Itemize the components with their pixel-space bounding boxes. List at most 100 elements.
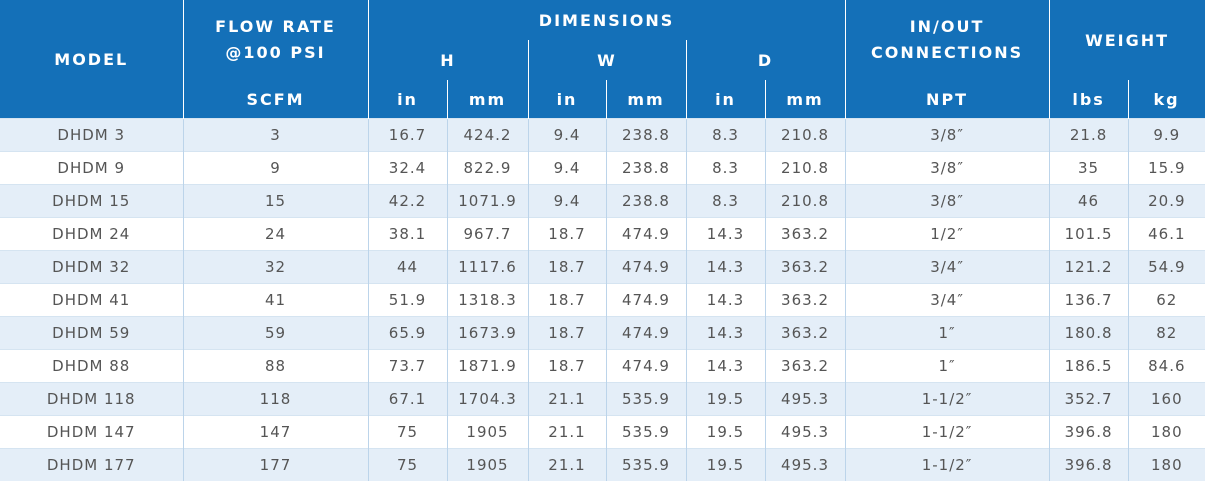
table-cell: 20.9 [1127, 184, 1205, 218]
header-cell: WEIGHT [1048, 0, 1205, 80]
table-row: DHDM 15 15 42.2 1071.9 9.4 238.8 8.3 210.8 3/8″ 4… [0, 184, 1205, 218]
table-cell: 210.8 [764, 151, 846, 185]
table-cell: 180.8 [1048, 316, 1129, 350]
table-cell: 19.5 [685, 382, 765, 416]
table-cell: 474.9 [605, 250, 686, 284]
table-cell: 21.1 [527, 382, 606, 416]
table-cell: 186.5 [1048, 349, 1129, 383]
table-row: DHDM 59 59 65.9 1673.9 18.7 474.9 14.3 363.2 1″ 1… [0, 316, 1205, 350]
table-cell: 9.9 [1127, 118, 1205, 152]
table-cell: 1-1/2″ [844, 448, 1050, 481]
table-cell: 18.7 [527, 250, 606, 284]
header-cell: lbs [1048, 80, 1129, 119]
table-cell: 101.5 [1048, 217, 1129, 251]
table-cell: 84.6 [1127, 349, 1205, 383]
table-cell: 352.7 [1048, 382, 1129, 416]
table-cell: 8.3 [685, 184, 765, 218]
table-row: DHDM 9 9 32.4 822.9 9.4 238.8 8.3 210.8 3/8″ 35 15… [0, 151, 1205, 185]
table-header: MODEL FLOW RATE @100 PSI DIMENSIONS IN/O… [0, 0, 1205, 119]
table-cell: 535.9 [605, 415, 686, 449]
header-cell: mm [605, 80, 687, 119]
table-cell: 495.3 [764, 382, 846, 416]
table-row: DHDM 32 32 44 1117.6 18.7 474.9 14.3 363.2 3/4″ 1… [0, 250, 1205, 284]
table-cell: DHDM 24 [0, 217, 183, 251]
table-cell: 474.9 [605, 316, 686, 350]
table-cell: 19.5 [685, 448, 765, 481]
table-cell: 1905 [446, 415, 528, 449]
table-cell: 41 [182, 283, 368, 317]
table-cell: 180 [1127, 448, 1205, 481]
table-row: DHDM 24 24 38.1 967.7 18.7 474.9 14.3 363.2 1/2″… [0, 217, 1205, 251]
table-cell: DHDM 59 [0, 316, 183, 350]
table-cell: 396.8 [1048, 448, 1129, 481]
table-cell: 82 [1127, 316, 1205, 350]
header-cell: MODEL [0, 0, 184, 119]
table-cell: 18.7 [527, 316, 606, 350]
table-cell: 14.3 [685, 283, 765, 317]
table-cell: 3/8″ [844, 184, 1050, 218]
table-cell: 210.8 [764, 184, 846, 218]
header-cell: SCFM [183, 80, 369, 119]
table-cell: 363.2 [764, 250, 846, 284]
table-row: DHDM 3 3 16.7 424.2 9.4 238.8 8.3 210.8 3/8″ 21.8… [0, 118, 1205, 152]
table-cell: 822.9 [446, 151, 528, 185]
table-cell: 474.9 [605, 283, 686, 317]
table-cell: 1″ [844, 349, 1050, 383]
table-cell: 16.7 [367, 118, 447, 152]
table-cell: 35 [1048, 151, 1129, 185]
table-cell: DHDM 147 [0, 415, 183, 449]
table-row: DHDM 88 88 73.7 1871.9 18.7 474.9 14.3 363.2 1″ 1… [0, 349, 1205, 383]
table-cell: DHDM 3 [0, 118, 183, 152]
table-cell: 73.7 [367, 349, 447, 383]
table-cell: 9.4 [527, 151, 606, 185]
table-cell: DHDM 9 [0, 151, 183, 185]
table-cell: 32 [182, 250, 368, 284]
table-cell: 3/4″ [844, 283, 1050, 317]
table-cell: 88 [182, 349, 368, 383]
table-cell: 18.7 [527, 283, 606, 317]
table-cell: 21.1 [527, 448, 606, 481]
table-cell: 535.9 [605, 448, 686, 481]
table-cell: 75 [367, 448, 447, 481]
table-cell: 3 [182, 118, 368, 152]
table-cell: 363.2 [764, 349, 846, 383]
table-cell: 1-1/2″ [844, 382, 1050, 416]
table-row: DHDM 41 41 51.9 1318.3 18.7 474.9 14.3 363.2 3/4… [0, 283, 1205, 317]
header-cell: D [685, 40, 846, 80]
table-cell: 177 [182, 448, 368, 481]
table-cell: 363.2 [764, 217, 846, 251]
table-cell: 21.1 [527, 415, 606, 449]
table-cell: 14.3 [685, 250, 765, 284]
header-text: FLOW RATE @100 PSI [215, 17, 336, 62]
table-cell: 1071.9 [446, 184, 528, 218]
table-cell: 495.3 [764, 448, 846, 481]
table-cell: DHDM 88 [0, 349, 183, 383]
table-cell: 9 [182, 151, 368, 185]
table-cell: 59 [182, 316, 368, 350]
table-cell: 1905 [446, 448, 528, 481]
table-cell: 238.8 [605, 184, 686, 218]
table-cell: 46.1 [1127, 217, 1205, 251]
table-cell: DHDM 32 [0, 250, 183, 284]
header-cell: FLOW RATE @100 PSI [182, 0, 369, 80]
header-cell: IN/OUT CONNECTIONS [844, 0, 1050, 80]
header-cell: in [685, 80, 766, 119]
table-cell: 210.8 [764, 118, 846, 152]
table-cell: 1-1/2″ [844, 415, 1050, 449]
table-cell: DHDM 15 [0, 184, 183, 218]
table-cell: 42.2 [367, 184, 447, 218]
table-cell: 32.4 [367, 151, 447, 185]
table-cell: 3/8″ [844, 118, 1050, 152]
table-cell: 38.1 [367, 217, 447, 251]
table-cell: 1″ [844, 316, 1050, 350]
table-cell: 1704.3 [446, 382, 528, 416]
table-cell: 9.4 [527, 184, 606, 218]
table-cell: 14.3 [685, 316, 765, 350]
table-cell: 136.7 [1048, 283, 1129, 317]
table-cell: 15.9 [1127, 151, 1205, 185]
table-cell: 495.3 [764, 415, 846, 449]
table-cell: 67.1 [367, 382, 447, 416]
table-cell: 62 [1127, 283, 1205, 317]
